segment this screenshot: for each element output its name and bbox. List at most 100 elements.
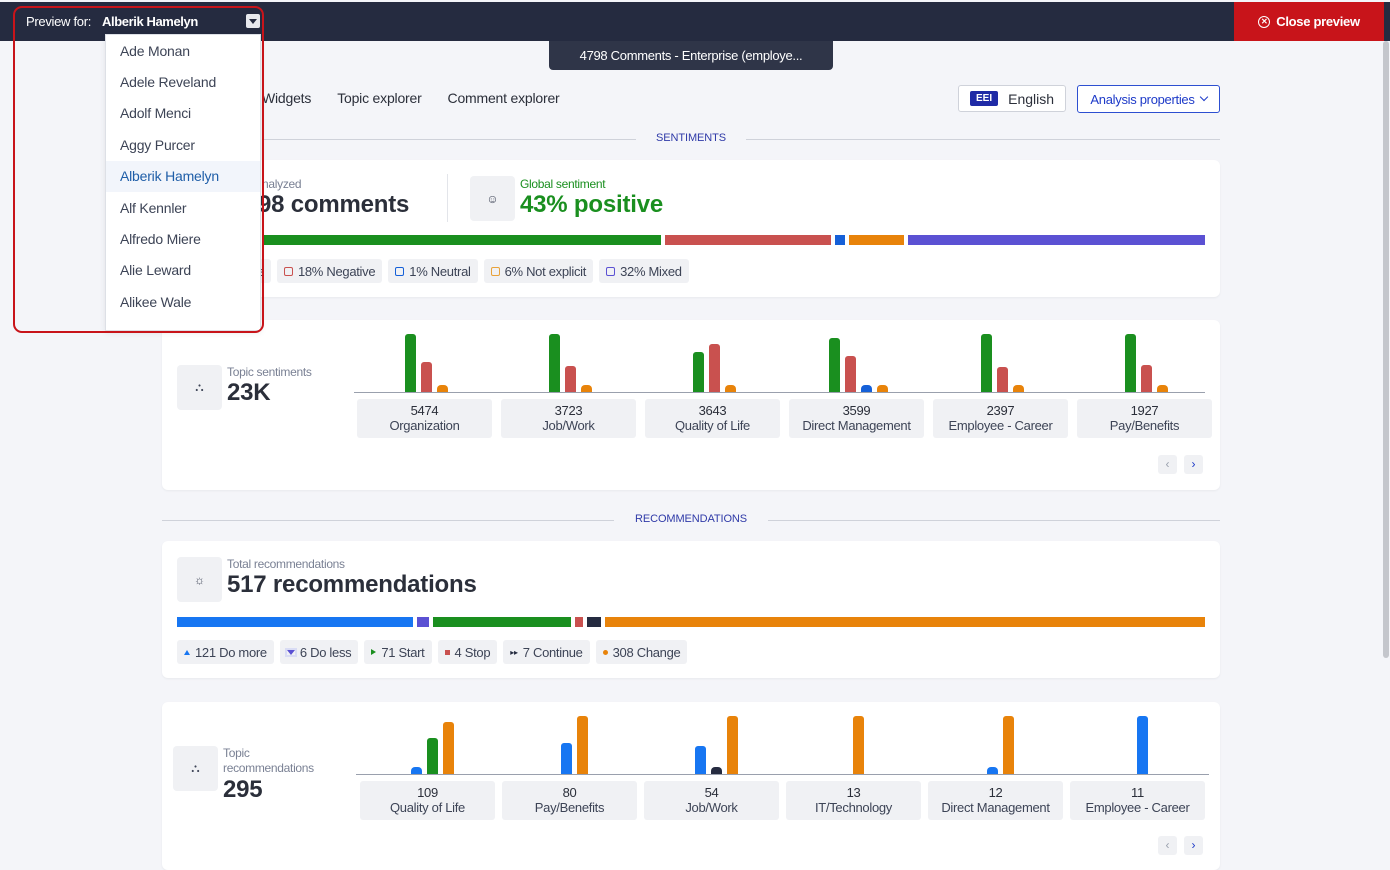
recommendation-chip: 121 Do more bbox=[177, 640, 274, 664]
global-sentiment-value: 43% positive bbox=[520, 191, 663, 218]
language-badge: EEI bbox=[970, 91, 999, 106]
sentiment-distribution-bar bbox=[262, 235, 1205, 245]
prev-page-button[interactable]: ‹ bbox=[1158, 455, 1177, 474]
dropdown-option[interactable]: Alfredo Miere bbox=[120, 231, 201, 248]
category-name: Job/Work bbox=[542, 418, 595, 433]
chart-bar bbox=[1140, 365, 1152, 392]
dropdown-option[interactable]: Aggy Purcer bbox=[120, 136, 195, 153]
category-box[interactable]: 3723 Job/Work bbox=[501, 399, 636, 438]
main-tabs: Widgets Topic explorer Comment explorer bbox=[262, 90, 560, 106]
preview-user-dropdown: Ade Monan Adele Reveland Adolf Menci Aggy P… bbox=[105, 34, 261, 331]
chart-bar bbox=[844, 356, 856, 392]
category-box[interactable]: 2397 Employee - Career bbox=[933, 399, 1068, 438]
stop-icon bbox=[444, 649, 450, 655]
bar-segment bbox=[605, 617, 1205, 627]
dropdown-option[interactable]: Adolf Menci bbox=[120, 105, 191, 122]
comments-dataset-tab[interactable]: 4798 Comments - Enterprise (employe... bbox=[549, 41, 833, 70]
sentiment-face-icon bbox=[283, 266, 293, 276]
fast-forward-icon: ▸▸ bbox=[510, 647, 518, 657]
category-box[interactable]: 80 Pay/Benefits bbox=[502, 781, 637, 820]
chart-bar bbox=[580, 385, 592, 392]
chip-label: 71 Start bbox=[381, 644, 425, 660]
arrow-down-icon bbox=[284, 647, 297, 657]
bar-segment bbox=[908, 235, 1205, 245]
sentiment-face-icon bbox=[395, 266, 405, 276]
category-box[interactable]: 11 Employee - Career bbox=[1070, 781, 1205, 820]
sentiments-section-header: SENTIMENTS bbox=[162, 132, 1220, 146]
category-box[interactable]: 109 Quality of Life bbox=[360, 781, 495, 820]
dropdown-option[interactable]: Alikee Wale bbox=[120, 293, 192, 310]
category-box[interactable]: 13 IT/Technology bbox=[786, 781, 921, 820]
close-preview-label: Close preview bbox=[1276, 14, 1360, 29]
chart-bar bbox=[1012, 385, 1024, 392]
chart-bar bbox=[694, 746, 706, 774]
chip-label: 32% Mixed bbox=[620, 263, 682, 279]
prev-page-button[interactable]: ‹ bbox=[1158, 836, 1177, 855]
category-count: 12 bbox=[988, 785, 1003, 800]
tab-comment-explorer[interactable]: Comment explorer bbox=[447, 90, 560, 106]
dropdown-option[interactable]: Adele Reveland bbox=[120, 74, 217, 91]
category-box[interactable]: 5474 Organization bbox=[357, 399, 492, 438]
recommendation-distribution-bar bbox=[177, 617, 1205, 627]
next-page-button[interactable]: › bbox=[1184, 455, 1203, 474]
chip-label: 121 Do more bbox=[195, 644, 267, 660]
analyzed-label: nalyzed bbox=[262, 177, 302, 191]
category-box[interactable]: 3599 Direct Management bbox=[789, 399, 924, 438]
caret-down-icon[interactable] bbox=[246, 14, 260, 28]
chart-bar bbox=[1124, 334, 1136, 392]
chart-bar bbox=[986, 767, 998, 774]
category-count: 5474 bbox=[410, 403, 439, 418]
category-count: 2397 bbox=[986, 403, 1015, 418]
total-recommendations-value: 517 recommendations bbox=[227, 571, 477, 598]
analysis-properties-button[interactable]: Analysis properties bbox=[1077, 85, 1220, 113]
chip-label: 1% Neutral bbox=[409, 263, 471, 279]
chevron-down-icon bbox=[1199, 92, 1208, 102]
hierarchy-icon: ⛬ bbox=[173, 746, 218, 791]
close-preview-button[interactable]: ✕ Close preview bbox=[1234, 2, 1384, 41]
topic-recommendations-label: Topic bbox=[223, 746, 250, 760]
bar-segment bbox=[835, 235, 845, 245]
scrollbar[interactable] bbox=[1383, 41, 1389, 658]
topic-recommendations-label-2: recommendations bbox=[223, 761, 314, 775]
topic-sentiments-chart: 5474 Organization 3723 Job/Work 3643 Quality … bbox=[354, 320, 1212, 445]
smiley-icon: ☺ bbox=[470, 176, 515, 221]
category-count: 3599 bbox=[842, 403, 871, 418]
tab-topic-explorer[interactable]: Topic explorer bbox=[337, 90, 422, 106]
global-sentiment-label: Global sentiment bbox=[520, 177, 606, 191]
bar-segment bbox=[848, 235, 905, 245]
chart-bar bbox=[564, 366, 576, 392]
topic-sentiments-card: ⛬ Topic sentiments 23K 5474 Organization 3… bbox=[162, 320, 1220, 490]
preview-user-select[interactable]: Alberik Hamelyn bbox=[102, 14, 198, 29]
chart-bar bbox=[980, 334, 992, 392]
bar-segment bbox=[575, 617, 584, 627]
sentiment-card: nalyzed 98 comments ☺ Global sentiment 4… bbox=[162, 160, 1220, 297]
category-count: 54 bbox=[704, 785, 719, 800]
dropdown-option[interactable]: Alie Leward bbox=[120, 262, 191, 279]
category-box[interactable]: 54 Job/Work bbox=[644, 781, 779, 820]
recommendations-section-header: RECOMMENDATIONS bbox=[162, 513, 1220, 527]
chart-bar bbox=[860, 385, 872, 392]
chart-bar bbox=[710, 767, 722, 774]
analyzed-value: 98 comments bbox=[258, 191, 410, 218]
category-box[interactable]: 3643 Quality of Life bbox=[645, 399, 780, 438]
play-icon bbox=[371, 649, 377, 655]
dropdown-option[interactable]: Ade Monan bbox=[120, 42, 190, 59]
category-name: Pay/Benefits bbox=[1109, 418, 1180, 433]
topic-recommendations-card: ⛬ Topic recommendations 295 109 Quality o… bbox=[162, 702, 1220, 870]
category-box[interactable]: 1927 Pay/Benefits bbox=[1077, 399, 1212, 438]
preview-for-label: Preview for: bbox=[26, 14, 92, 29]
dropdown-option[interactable]: Alf Kennler bbox=[120, 199, 187, 216]
recommendation-chip: 308 Change bbox=[595, 640, 688, 664]
chip-label: 18% Negative bbox=[297, 263, 376, 279]
lightbulb-icon: ☼ bbox=[177, 557, 222, 602]
category-count: 3723 bbox=[554, 403, 583, 418]
category-box[interactable]: 12 Direct Management bbox=[928, 781, 1063, 820]
dropdown-option[interactable]: Alberik Hamelyn bbox=[106, 160, 260, 192]
next-page-button[interactable]: › bbox=[1184, 836, 1203, 855]
language-selector[interactable]: EEI English bbox=[958, 85, 1066, 112]
category-count: 1927 bbox=[1130, 403, 1159, 418]
category-name: Job/Work bbox=[685, 800, 738, 815]
total-recommendations-label: Total recommendations bbox=[227, 557, 345, 571]
tab-widgets[interactable]: Widgets bbox=[262, 90, 312, 106]
recommendation-legend: 121 Do more 6 Do less 71 Start 4 Stop ▸▸ 7 Co… bbox=[177, 640, 688, 664]
